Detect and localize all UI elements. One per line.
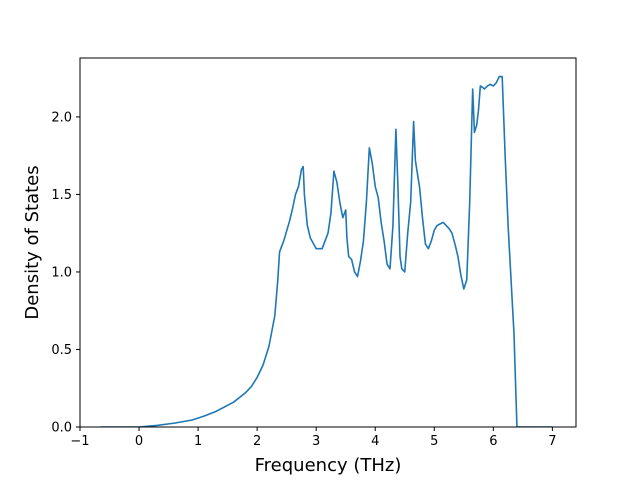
x-tick-label: 1 — [194, 434, 202, 449]
x-tick-label: 3 — [312, 434, 320, 449]
y-tick-label: 0.0 — [51, 421, 72, 436]
axes-frame — [79, 57, 577, 428]
axes: −1 0 1 2 3 4 5 6 7 0.0 0.5 1.0 1.5 2.0 — [51, 57, 577, 449]
x-tick-label: −1 — [70, 434, 89, 449]
series-line-0 — [100, 75, 553, 427]
plot-area — [100, 75, 553, 427]
x-axis-label: Frequency (THz) — [255, 455, 402, 476]
y-tick-label: 0.5 — [51, 343, 72, 358]
y-tick-label: 1.0 — [51, 265, 72, 280]
x-tick-label: 7 — [548, 434, 556, 449]
x-tick-label: 0 — [135, 434, 143, 449]
y-tick-label: 2.0 — [51, 110, 72, 125]
y-axis-label: Density of States — [22, 165, 43, 319]
y-tick-label: 1.5 — [51, 188, 72, 203]
x-tick-label: 6 — [489, 434, 497, 449]
x-tick-label: 5 — [430, 434, 438, 449]
x-tick-label: 4 — [371, 434, 379, 449]
x-tick-label: 2 — [253, 434, 261, 449]
